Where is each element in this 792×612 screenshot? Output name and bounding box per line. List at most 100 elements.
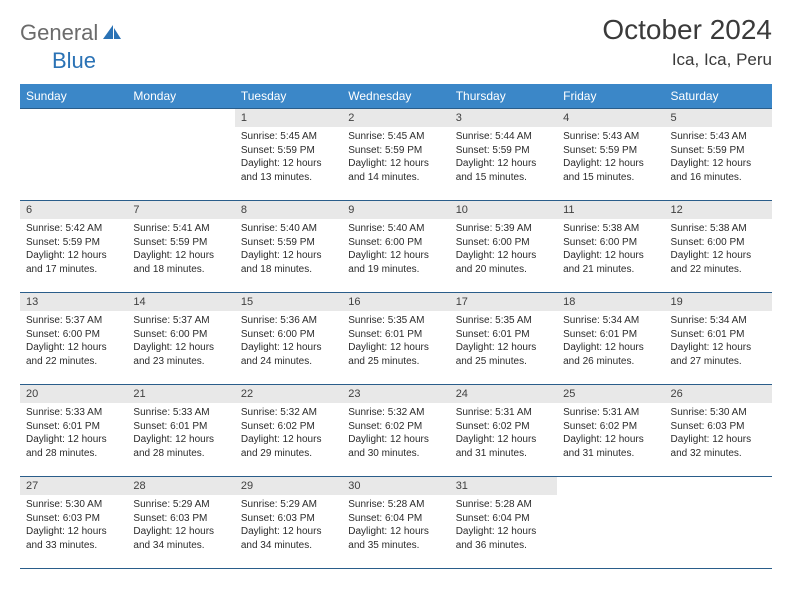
day-content: Sunrise: 5:30 AMSunset: 6:03 PMDaylight:… xyxy=(20,495,127,555)
day-number: 3 xyxy=(450,109,557,127)
empty-cell xyxy=(127,109,234,201)
day-number: 23 xyxy=(342,385,449,403)
day-content: Sunrise: 5:30 AMSunset: 6:03 PMDaylight:… xyxy=(665,403,772,463)
day-number: 1 xyxy=(235,109,342,127)
logo-sail-icon xyxy=(101,23,123,46)
day-number: 21 xyxy=(127,385,234,403)
day-content: Sunrise: 5:35 AMSunset: 6:01 PMDaylight:… xyxy=(450,311,557,371)
weekday-header: Friday xyxy=(557,84,664,109)
day-content: Sunrise: 5:39 AMSunset: 6:00 PMDaylight:… xyxy=(450,219,557,279)
day-cell: 14Sunrise: 5:37 AMSunset: 6:00 PMDayligh… xyxy=(127,293,234,385)
day-cell: 8Sunrise: 5:40 AMSunset: 5:59 PMDaylight… xyxy=(235,201,342,293)
weekday-header: Saturday xyxy=(665,84,772,109)
day-cell: 26Sunrise: 5:30 AMSunset: 6:03 PMDayligh… xyxy=(665,385,772,477)
day-cell: 5Sunrise: 5:43 AMSunset: 5:59 PMDaylight… xyxy=(665,109,772,201)
day-cell: 9Sunrise: 5:40 AMSunset: 6:00 PMDaylight… xyxy=(342,201,449,293)
day-number: 24 xyxy=(450,385,557,403)
day-cell: 22Sunrise: 5:32 AMSunset: 6:02 PMDayligh… xyxy=(235,385,342,477)
day-number: 20 xyxy=(20,385,127,403)
day-cell: 20Sunrise: 5:33 AMSunset: 6:01 PMDayligh… xyxy=(20,385,127,477)
day-cell: 17Sunrise: 5:35 AMSunset: 6:01 PMDayligh… xyxy=(450,293,557,385)
day-content: Sunrise: 5:34 AMSunset: 6:01 PMDaylight:… xyxy=(557,311,664,371)
day-content: Sunrise: 5:33 AMSunset: 6:01 PMDaylight:… xyxy=(20,403,127,463)
day-content: Sunrise: 5:34 AMSunset: 6:01 PMDaylight:… xyxy=(665,311,772,371)
day-number: 8 xyxy=(235,201,342,219)
day-cell: 2Sunrise: 5:45 AMSunset: 5:59 PMDaylight… xyxy=(342,109,449,201)
day-content: Sunrise: 5:43 AMSunset: 5:59 PMDaylight:… xyxy=(665,127,772,187)
day-number: 22 xyxy=(235,385,342,403)
weekday-header: Monday xyxy=(127,84,234,109)
day-number: 15 xyxy=(235,293,342,311)
day-number: 18 xyxy=(557,293,664,311)
day-content: Sunrise: 5:32 AMSunset: 6:02 PMDaylight:… xyxy=(342,403,449,463)
weekday-header-row: SundayMondayTuesdayWednesdayThursdayFrid… xyxy=(20,84,772,109)
logo-text-general: General xyxy=(20,20,98,46)
day-cell: 21Sunrise: 5:33 AMSunset: 6:01 PMDayligh… xyxy=(127,385,234,477)
day-cell: 28Sunrise: 5:29 AMSunset: 6:03 PMDayligh… xyxy=(127,477,234,569)
day-number: 2 xyxy=(342,109,449,127)
day-cell: 3Sunrise: 5:44 AMSunset: 5:59 PMDaylight… xyxy=(450,109,557,201)
day-cell: 15Sunrise: 5:36 AMSunset: 6:00 PMDayligh… xyxy=(235,293,342,385)
day-number: 14 xyxy=(127,293,234,311)
day-content: Sunrise: 5:28 AMSunset: 6:04 PMDaylight:… xyxy=(342,495,449,555)
day-cell: 29Sunrise: 5:29 AMSunset: 6:03 PMDayligh… xyxy=(235,477,342,569)
day-content: Sunrise: 5:42 AMSunset: 5:59 PMDaylight:… xyxy=(20,219,127,279)
day-content: Sunrise: 5:38 AMSunset: 6:00 PMDaylight:… xyxy=(665,219,772,279)
day-number: 7 xyxy=(127,201,234,219)
day-cell: 24Sunrise: 5:31 AMSunset: 6:02 PMDayligh… xyxy=(450,385,557,477)
day-cell: 31Sunrise: 5:28 AMSunset: 6:04 PMDayligh… xyxy=(450,477,557,569)
day-number: 19 xyxy=(665,293,772,311)
day-cell: 11Sunrise: 5:38 AMSunset: 6:00 PMDayligh… xyxy=(557,201,664,293)
empty-cell xyxy=(20,109,127,201)
day-cell: 23Sunrise: 5:32 AMSunset: 6:02 PMDayligh… xyxy=(342,385,449,477)
day-content: Sunrise: 5:41 AMSunset: 5:59 PMDaylight:… xyxy=(127,219,234,279)
calendar-page: General October 2024 Ica, Ica, Peru Blue… xyxy=(0,0,792,583)
empty-cell xyxy=(665,477,772,569)
logo-text-blue: Blue xyxy=(52,48,96,73)
day-cell: 16Sunrise: 5:35 AMSunset: 6:01 PMDayligh… xyxy=(342,293,449,385)
day-cell: 1Sunrise: 5:45 AMSunset: 5:59 PMDaylight… xyxy=(235,109,342,201)
day-content: Sunrise: 5:40 AMSunset: 5:59 PMDaylight:… xyxy=(235,219,342,279)
weekday-header: Wednesday xyxy=(342,84,449,109)
day-number: 16 xyxy=(342,293,449,311)
empty-cell xyxy=(557,477,664,569)
day-cell: 27Sunrise: 5:30 AMSunset: 6:03 PMDayligh… xyxy=(20,477,127,569)
day-number: 17 xyxy=(450,293,557,311)
day-number: 31 xyxy=(450,477,557,495)
month-title: October 2024 xyxy=(602,14,772,46)
day-number: 30 xyxy=(342,477,449,495)
day-content: Sunrise: 5:38 AMSunset: 6:00 PMDaylight:… xyxy=(557,219,664,279)
day-number: 29 xyxy=(235,477,342,495)
calendar-body: 1Sunrise: 5:45 AMSunset: 5:59 PMDaylight… xyxy=(20,109,772,569)
weekday-header: Thursday xyxy=(450,84,557,109)
day-content: Sunrise: 5:29 AMSunset: 6:03 PMDaylight:… xyxy=(127,495,234,555)
day-content: Sunrise: 5:37 AMSunset: 6:00 PMDaylight:… xyxy=(20,311,127,371)
day-number: 25 xyxy=(557,385,664,403)
day-number: 12 xyxy=(665,201,772,219)
weekday-header: Tuesday xyxy=(235,84,342,109)
day-number: 6 xyxy=(20,201,127,219)
day-cell: 12Sunrise: 5:38 AMSunset: 6:00 PMDayligh… xyxy=(665,201,772,293)
day-content: Sunrise: 5:29 AMSunset: 6:03 PMDaylight:… xyxy=(235,495,342,555)
day-content: Sunrise: 5:33 AMSunset: 6:01 PMDaylight:… xyxy=(127,403,234,463)
day-content: Sunrise: 5:35 AMSunset: 6:01 PMDaylight:… xyxy=(342,311,449,371)
day-cell: 4Sunrise: 5:43 AMSunset: 5:59 PMDaylight… xyxy=(557,109,664,201)
day-cell: 10Sunrise: 5:39 AMSunset: 6:00 PMDayligh… xyxy=(450,201,557,293)
day-content: Sunrise: 5:32 AMSunset: 6:02 PMDaylight:… xyxy=(235,403,342,463)
day-content: Sunrise: 5:45 AMSunset: 5:59 PMDaylight:… xyxy=(235,127,342,187)
day-cell: 7Sunrise: 5:41 AMSunset: 5:59 PMDaylight… xyxy=(127,201,234,293)
weekday-header: Sunday xyxy=(20,84,127,109)
day-content: Sunrise: 5:28 AMSunset: 6:04 PMDaylight:… xyxy=(450,495,557,555)
day-cell: 19Sunrise: 5:34 AMSunset: 6:01 PMDayligh… xyxy=(665,293,772,385)
day-cell: 25Sunrise: 5:31 AMSunset: 6:02 PMDayligh… xyxy=(557,385,664,477)
day-number: 5 xyxy=(665,109,772,127)
day-content: Sunrise: 5:45 AMSunset: 5:59 PMDaylight:… xyxy=(342,127,449,187)
day-content: Sunrise: 5:40 AMSunset: 6:00 PMDaylight:… xyxy=(342,219,449,279)
calendar-table: SundayMondayTuesdayWednesdayThursdayFrid… xyxy=(20,84,772,569)
day-number: 10 xyxy=(450,201,557,219)
day-number: 9 xyxy=(342,201,449,219)
day-number: 11 xyxy=(557,201,664,219)
day-content: Sunrise: 5:37 AMSunset: 6:00 PMDaylight:… xyxy=(127,311,234,371)
day-cell: 6Sunrise: 5:42 AMSunset: 5:59 PMDaylight… xyxy=(20,201,127,293)
logo: General xyxy=(20,14,125,46)
